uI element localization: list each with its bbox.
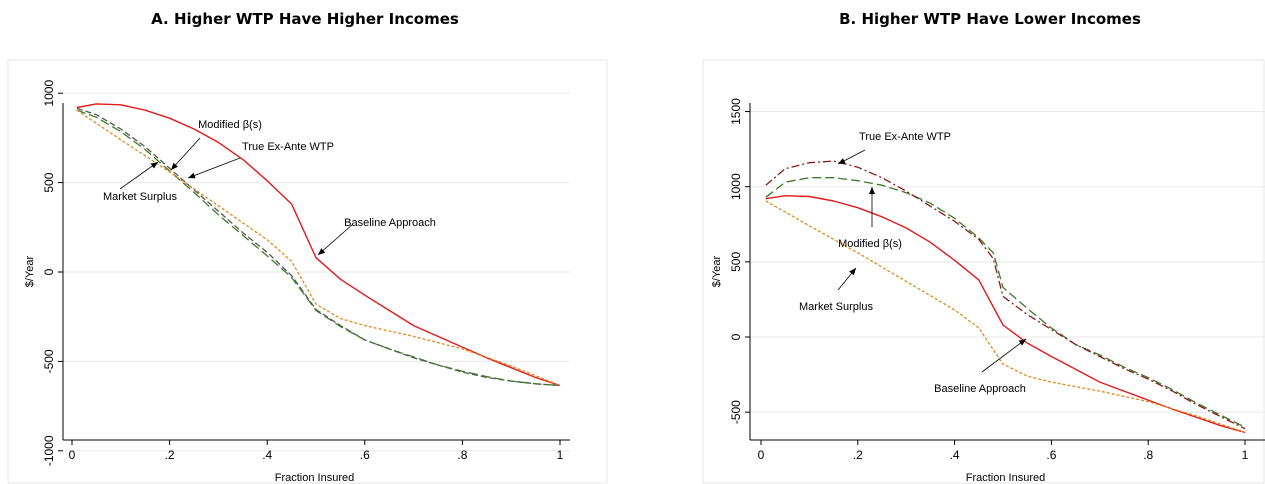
annotation-arrow-line xyxy=(170,137,201,171)
panel-b-plot: -500 0 500 1000 1500 0 .2 .4 .6 .8 1 Fraction Insur… xyxy=(702,59,1265,484)
y-tick-label: 1000 xyxy=(42,80,56,107)
x-tick-label: 1 xyxy=(1242,448,1249,462)
x-tick-label: 0 xyxy=(69,448,76,462)
x-tick-label: .2 xyxy=(165,448,175,462)
annotation-label: Baseline Approach xyxy=(934,383,1026,395)
annotation-label: True Ex-Ante WTP xyxy=(242,141,334,153)
annotation-arrowhead xyxy=(171,162,178,170)
annotation-arrowhead xyxy=(188,172,196,179)
series-line-market-surplus xyxy=(765,200,1246,434)
panel-a-plot: -1000 -500 0 500 1000 0 .2 .4 .6 .8 1 Fraction Insu… xyxy=(7,59,608,484)
y-tick-label: 500 xyxy=(42,172,56,192)
annotation-label: Baseline Approach xyxy=(344,217,436,229)
y-tick-label: 500 xyxy=(729,252,743,272)
panel-b-title: B. Higher WTP Have Lower Incomes xyxy=(839,10,1141,28)
annotation-arrowhead xyxy=(849,268,856,276)
annotation-arrow-line xyxy=(317,223,354,256)
panel-frame xyxy=(7,59,608,484)
x-tick-label: 1 xyxy=(557,448,564,462)
y-tick-label: -500 xyxy=(42,349,56,373)
annotation-arrowhead xyxy=(150,162,158,169)
annotation-arrow-line xyxy=(981,338,1027,373)
x-axis-title: Fraction Insured xyxy=(966,472,1045,484)
annotation-label: Modified β(s) xyxy=(838,238,902,250)
x-tick-label: 0 xyxy=(758,448,765,462)
series-line-market-surplus xyxy=(76,109,561,387)
panel-a-title: A. Higher WTP Have Higher Incomes xyxy=(151,10,459,28)
annotation-arrowhead xyxy=(869,187,875,194)
x-tick-label: .2 xyxy=(853,448,863,462)
x-tick-label: .4 xyxy=(262,448,272,462)
annotation-label: Market Surplus xyxy=(799,301,873,313)
annotation-arrowhead xyxy=(318,248,326,255)
y-axis-title: $/Year xyxy=(24,255,36,287)
annotation-label: True Ex-Ante WTP xyxy=(859,131,951,143)
annotation-arrow-line xyxy=(119,161,159,190)
series-line-true-ex-ante-wtp xyxy=(765,160,1246,430)
annotation-arrowhead xyxy=(1018,339,1026,346)
y-tick-label: 0 xyxy=(42,268,56,275)
y-tick-label: 1000 xyxy=(729,173,743,200)
y-tick-label: -500 xyxy=(729,400,743,424)
series-line-modified-s xyxy=(765,177,1246,428)
annotation-arrow-line xyxy=(187,157,241,179)
x-tick-label: .8 xyxy=(1143,448,1153,462)
y-tick-label: 1500 xyxy=(729,98,743,125)
annotation-label: Market Surplus xyxy=(103,191,177,203)
y-axis-title: $/Year xyxy=(711,255,723,287)
annotation-label: Modified β(s) xyxy=(198,119,262,131)
x-tick-label: .8 xyxy=(457,448,467,462)
series-line-baseline-approach xyxy=(76,103,561,387)
series-line-baseline-approach xyxy=(765,194,1246,434)
annotation-arrowhead xyxy=(838,158,846,164)
y-tick-label: 0 xyxy=(729,333,743,340)
panel-frame xyxy=(702,59,1265,484)
x-tick-label: .6 xyxy=(360,448,370,462)
y-tick-label: -1000 xyxy=(42,435,56,466)
x-tick-label: .4 xyxy=(950,448,960,462)
x-tick-label: .6 xyxy=(1046,448,1056,462)
x-axis-title: Fraction Insured xyxy=(275,472,354,484)
series-line-true-ex-ante-wtp xyxy=(76,109,561,387)
